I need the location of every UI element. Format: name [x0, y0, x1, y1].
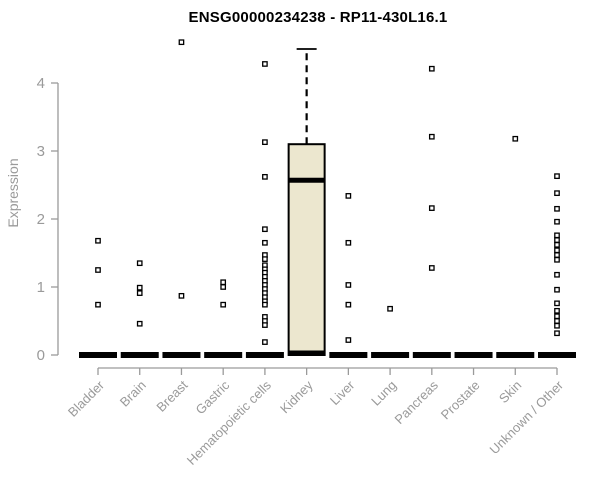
box-group-gastric	[204, 279, 243, 358]
box-group-unknown-other	[538, 173, 576, 358]
x-tick-label-breast: Breast	[153, 377, 190, 414]
outlier-point	[262, 139, 268, 146]
box-rect	[287, 143, 326, 356]
outlier-point	[554, 252, 560, 258]
outlier-point	[554, 271, 560, 278]
outlier-point	[554, 318, 560, 324]
outlier-point	[262, 322, 268, 328]
box-group-bladder	[79, 237, 117, 358]
box-group-prostate	[454, 352, 493, 358]
box-group-kidney	[287, 48, 326, 356]
y-tick-label: 0	[37, 347, 45, 364]
box-group-lung	[371, 305, 410, 358]
outlier-point	[220, 301, 227, 308]
outlier-point	[136, 320, 143, 327]
outlier-point	[262, 239, 268, 246]
outlier-point	[554, 286, 560, 293]
x-tick-label-skin: Skin	[496, 378, 524, 406]
x-tick-label-liver: Liver	[327, 377, 358, 408]
box-group-breast	[162, 39, 201, 358]
x-tick-label-lung: Lung	[368, 378, 399, 409]
outlier-point	[428, 265, 435, 271]
outlier-point	[136, 260, 143, 267]
x-tick-label-kidney: Kidney	[277, 377, 316, 416]
collapsed-median-bar	[538, 352, 576, 358]
outlier-point	[220, 279, 227, 286]
y-tick-label: 4	[37, 75, 45, 92]
outlier-point	[262, 301, 268, 308]
outlier-point	[136, 290, 143, 296]
outlier-point	[512, 135, 519, 142]
outlier-point	[554, 313, 560, 320]
box-group-skin	[496, 135, 535, 358]
outlier-point	[345, 282, 352, 288]
collapsed-median-bar	[329, 352, 368, 358]
outlier-point	[345, 193, 352, 199]
outlier-point	[554, 256, 560, 263]
outlier-point	[262, 226, 268, 233]
x-tick-label-brain: Brain	[117, 378, 149, 410]
x-tick-label-gastric: Gastric	[193, 377, 233, 417]
outlier-point	[554, 247, 560, 254]
outlier-point	[554, 173, 560, 180]
collapsed-median-bar	[204, 352, 243, 358]
y-tick-label: 1	[37, 279, 45, 296]
outlier-point	[95, 267, 101, 273]
outlier-point	[428, 65, 435, 72]
collapsed-median-bar	[496, 352, 535, 358]
box-group-hematopoietic-cells	[245, 61, 284, 358]
outlier-point	[554, 218, 560, 225]
outlier-point	[554, 322, 560, 329]
outlier-point	[428, 205, 435, 211]
outlier-point	[262, 256, 268, 262]
outlier-point	[345, 337, 352, 343]
y-tick-label: 2	[37, 211, 45, 228]
outlier-point	[554, 241, 560, 248]
outlier-point	[220, 284, 227, 290]
box-bottom-edge	[288, 350, 325, 356]
collapsed-median-bar	[162, 352, 201, 358]
y-tick-label: 3	[37, 143, 45, 160]
collapsed-median-bar	[412, 352, 451, 358]
outlier-point	[387, 305, 393, 312]
box-group-brain	[120, 260, 159, 358]
outlier-point	[262, 173, 268, 180]
collapsed-median-bar	[371, 352, 410, 358]
chart-title: ENSG00000234238 - RP11-430L16.1	[188, 9, 448, 26]
collapsed-median-bar	[245, 352, 284, 358]
outlier-point	[554, 205, 560, 212]
outlier-point	[428, 133, 435, 140]
x-tick-label-pancreas: Pancreas	[391, 377, 441, 427]
outlier-point	[262, 339, 268, 345]
box-group-pancreas	[412, 65, 451, 358]
outlier-point	[554, 330, 560, 337]
outlier-point	[554, 190, 560, 197]
x-tick-label-unknown-other: Unknown / Other	[487, 377, 567, 457]
outlier-point	[554, 237, 560, 243]
outlier-point	[136, 284, 143, 291]
outlier-point	[554, 300, 560, 307]
outlier-point	[95, 301, 101, 308]
x-tick-label-prostate: Prostate	[438, 378, 483, 423]
outlier-point	[178, 39, 185, 46]
outlier-point	[554, 232, 560, 239]
collapsed-median-bar	[120, 352, 159, 358]
outlier-point	[262, 61, 268, 67]
outlier-point	[178, 292, 185, 299]
collapsed-median-bar	[79, 352, 117, 358]
outlier-point	[554, 307, 560, 314]
collapsed-median-bar	[454, 352, 493, 358]
median-line	[288, 177, 325, 183]
box-group-liver	[329, 193, 368, 358]
outlier-point	[345, 301, 352, 308]
outlier-point	[95, 237, 101, 244]
x-tick-label-bladder: Bladder	[65, 377, 108, 420]
outlier-point	[345, 239, 352, 246]
